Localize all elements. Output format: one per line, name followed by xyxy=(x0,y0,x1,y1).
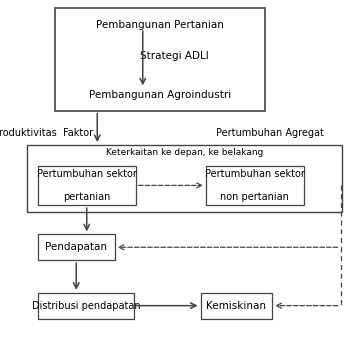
Text: Pertumbuhan sektor: Pertumbuhan sektor xyxy=(205,169,305,179)
Text: pertanian: pertanian xyxy=(63,191,110,201)
Text: Keterkaitan ke depan, ke belakang: Keterkaitan ke depan, ke belakang xyxy=(106,148,263,157)
Text: roduktivitas  Faktor: roduktivitas Faktor xyxy=(0,128,93,138)
FancyBboxPatch shape xyxy=(201,293,272,318)
Text: non pertanian: non pertanian xyxy=(220,191,289,201)
FancyBboxPatch shape xyxy=(27,145,342,212)
Text: Pertumbuhan Agregat: Pertumbuhan Agregat xyxy=(216,128,324,138)
Text: Kemiskinan: Kemiskinan xyxy=(206,300,266,310)
FancyBboxPatch shape xyxy=(38,293,134,318)
Text: Pendapatan: Pendapatan xyxy=(45,242,107,252)
Text: Strategi ADLI: Strategi ADLI xyxy=(140,51,208,61)
Text: Pembangunan Agroindustri: Pembangunan Agroindustri xyxy=(89,90,231,100)
FancyBboxPatch shape xyxy=(38,234,115,260)
Text: Pertumbuhan sektor: Pertumbuhan sektor xyxy=(37,169,137,179)
FancyBboxPatch shape xyxy=(38,166,136,205)
FancyBboxPatch shape xyxy=(206,166,304,205)
FancyBboxPatch shape xyxy=(55,8,265,111)
Text: Pembangunan Pertanian: Pembangunan Pertanian xyxy=(96,20,224,30)
Text: Distribusi pendapatan: Distribusi pendapatan xyxy=(31,300,140,310)
